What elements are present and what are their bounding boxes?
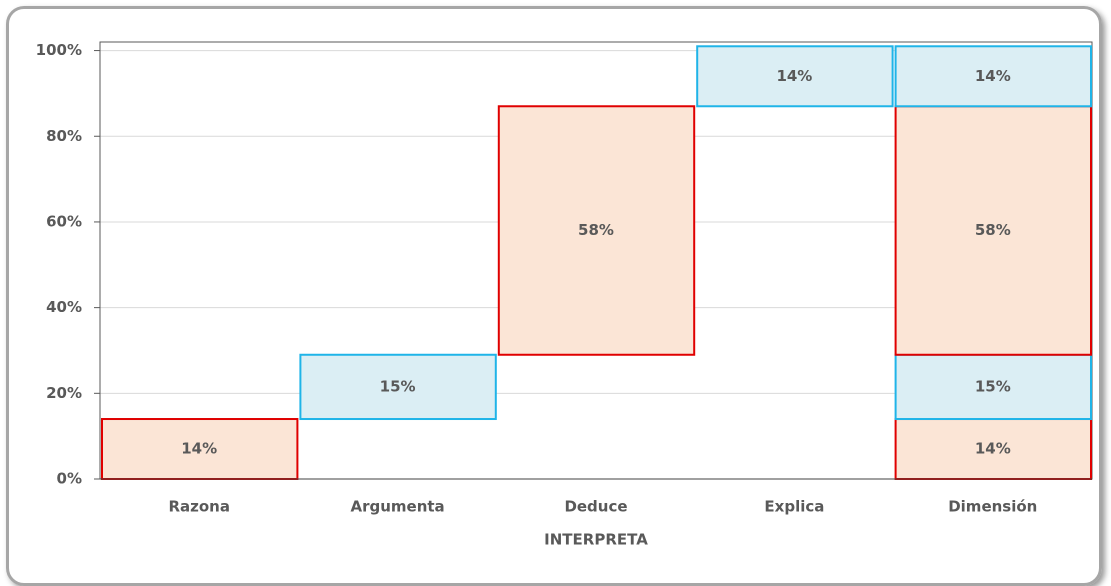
y-tick-label: 100% bbox=[36, 41, 82, 59]
data-label: 15% bbox=[380, 377, 416, 395]
x-tick-label: Razona bbox=[168, 498, 230, 516]
bar-segment bbox=[894, 418, 1092, 481]
data-label: 58% bbox=[578, 221, 614, 239]
y-tick-label: 20% bbox=[46, 384, 82, 402]
data-label: 14% bbox=[776, 67, 812, 85]
page: INTERPRETA 0% 20% 40% 60% 80% 100% Razona 14% Ar… bbox=[6, 6, 1102, 586]
data-label: 14% bbox=[975, 67, 1011, 85]
x-tick-label: Deduce bbox=[564, 498, 627, 516]
bar-segment bbox=[696, 45, 894, 108]
x-axis-label: INTERPRETA bbox=[544, 531, 648, 549]
y-tick-label: 60% bbox=[46, 212, 82, 230]
y-tick-label: 80% bbox=[46, 127, 82, 145]
data-label: 58% bbox=[975, 221, 1011, 239]
y-tick-label: 40% bbox=[46, 298, 82, 316]
bar-segment bbox=[894, 353, 1092, 421]
y-tick-label: 0% bbox=[57, 470, 82, 488]
x-tick-label: Dimensión bbox=[948, 498, 1037, 516]
bar-segment bbox=[101, 418, 299, 481]
bar-segment bbox=[497, 105, 696, 356]
bar-segment bbox=[894, 105, 1092, 356]
data-label: 15% bbox=[975, 377, 1011, 395]
x-tick-label: Argumenta bbox=[350, 498, 444, 516]
data-label: 14% bbox=[975, 440, 1011, 458]
bar-segment bbox=[894, 45, 1092, 108]
chart: INTERPRETA 0% 20% 40% 60% 80% 100% Razona 14% Ar… bbox=[36, 41, 1093, 549]
x-tick-label: Explica bbox=[764, 498, 824, 516]
bar-segment bbox=[299, 353, 497, 421]
data-label: 14% bbox=[181, 440, 217, 458]
